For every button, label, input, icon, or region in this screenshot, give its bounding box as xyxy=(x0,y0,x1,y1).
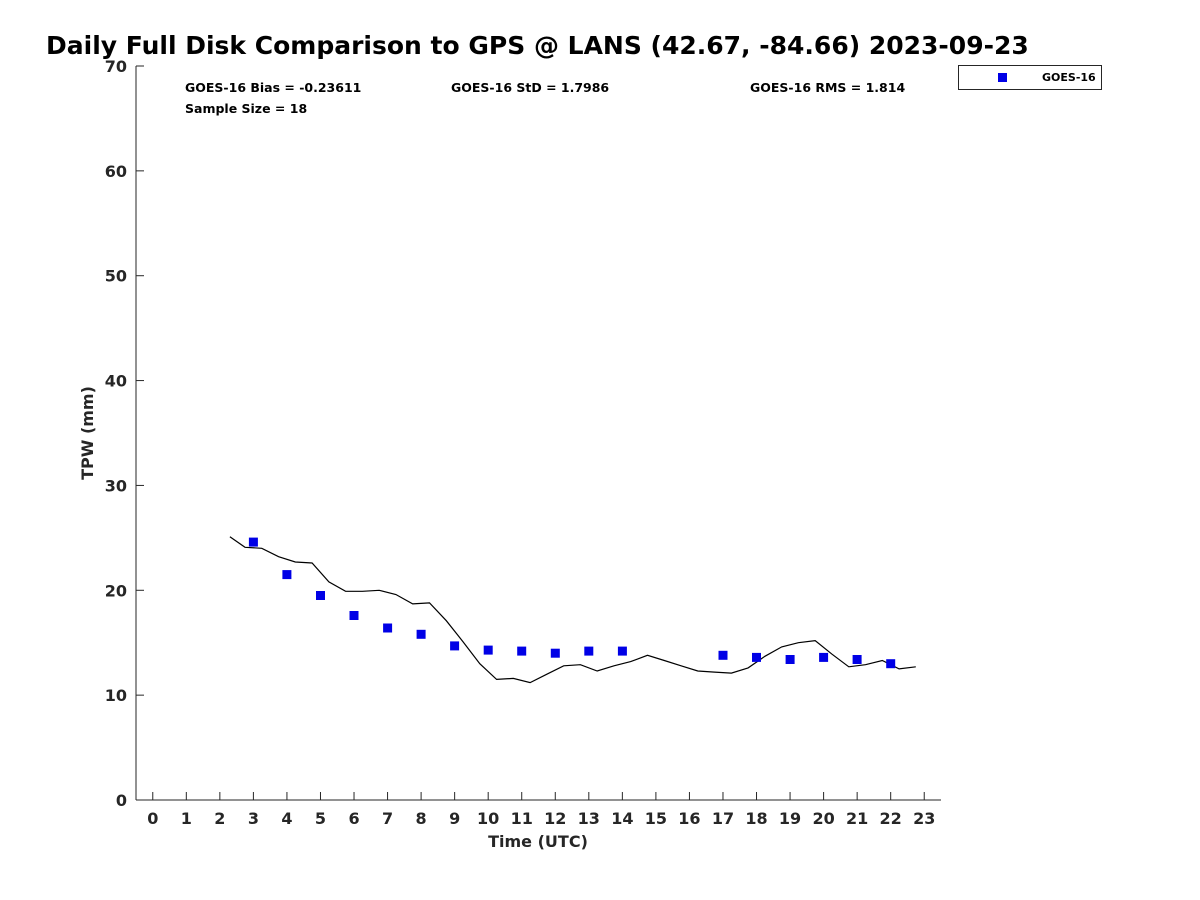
x-tick-label: 19 xyxy=(779,809,801,828)
goes16-point xyxy=(752,652,761,662)
axes xyxy=(135,66,941,801)
y-tick-label: 60 xyxy=(105,162,127,181)
gps-line-series xyxy=(229,536,916,684)
goes16-point xyxy=(483,645,493,655)
x-tick-label: 17 xyxy=(712,809,734,828)
x-tick-label: 15 xyxy=(645,809,667,828)
x-tick-label: 1 xyxy=(181,809,192,828)
x-ticks: 0 1 2 3 4 5 6 7 8 9 10 11 12 13 14 15 16 17 18 19 20 21 22 23 xyxy=(147,792,935,828)
x-tick-label: 8 xyxy=(416,809,427,828)
y-tick-label: 20 xyxy=(105,581,127,600)
y-tick-label: 10 xyxy=(105,686,127,705)
x-tick-label: 14 xyxy=(611,809,633,828)
goes16-point xyxy=(550,648,560,658)
x-tick-label: 0 xyxy=(147,809,158,828)
legend-marker-goes16 xyxy=(998,73,1007,82)
goes16-point xyxy=(316,591,325,600)
x-tick-label: 23 xyxy=(913,809,935,828)
goes16-point xyxy=(785,655,795,664)
goes16-point xyxy=(718,650,728,660)
bias-stat: GOES-16 Bias = -0.23611 xyxy=(185,80,361,95)
goes16-point xyxy=(248,537,258,547)
y-ticks: 0 10 20 30 40 50 60 70 xyxy=(105,57,144,810)
x-tick-label: 3 xyxy=(248,809,259,828)
x-tick-label: 9 xyxy=(449,809,460,828)
x-tick-label: 5 xyxy=(315,809,326,828)
y-tick-label: 50 xyxy=(105,267,127,286)
rms-stat: GOES-16 RMS = 1.814 xyxy=(750,80,905,95)
std-stat: GOES-16 StD = 1.7986 xyxy=(451,80,609,95)
y-tick-label: 70 xyxy=(105,57,127,76)
x-tick-label: 21 xyxy=(846,809,868,828)
legend[interactable]: GOES-16 xyxy=(958,65,1102,90)
goes16-point xyxy=(416,629,426,639)
y-tick-label: 0 xyxy=(116,791,127,810)
y-tick-label: 40 xyxy=(105,372,127,391)
x-tick-label: 10 xyxy=(477,809,499,828)
goes16-point xyxy=(584,646,594,656)
goes16-point xyxy=(617,646,627,656)
legend-label-goes16: GOES-16 xyxy=(1042,71,1096,84)
y-tick-label: 30 xyxy=(105,476,127,495)
x-tick-label: 7 xyxy=(382,809,393,828)
goes16-point xyxy=(852,655,862,664)
sample-size-stat: Sample Size = 18 xyxy=(185,101,307,116)
goes16-point xyxy=(517,646,527,656)
x-tick-label: 2 xyxy=(214,809,225,828)
goes16-point xyxy=(819,652,829,662)
x-tick-label: 16 xyxy=(678,809,700,828)
x-tick-label: 11 xyxy=(511,809,533,828)
goes16-point xyxy=(450,641,460,651)
x-tick-label: 4 xyxy=(281,809,292,828)
x-tick-label: 22 xyxy=(880,809,902,828)
goes16-point xyxy=(383,623,393,633)
x-tick-label: 6 xyxy=(348,809,359,828)
x-axis-label: Time (UTC) xyxy=(488,832,588,851)
legend-box xyxy=(958,65,1102,90)
chart-title: Daily Full Disk Comparison to GPS @ LANS… xyxy=(46,31,1029,60)
x-tick-label: 13 xyxy=(578,809,600,828)
y-axis-label: TPW (mm) xyxy=(78,386,97,480)
goes16-point xyxy=(886,659,896,669)
gps-line xyxy=(229,536,916,684)
x-tick-label: 18 xyxy=(745,809,767,828)
x-tick-label: 12 xyxy=(544,809,566,828)
goes16-point xyxy=(349,611,359,620)
x-tick-label: 20 xyxy=(812,809,834,828)
goes16-point xyxy=(282,570,292,580)
goes16-points-series xyxy=(248,537,896,669)
